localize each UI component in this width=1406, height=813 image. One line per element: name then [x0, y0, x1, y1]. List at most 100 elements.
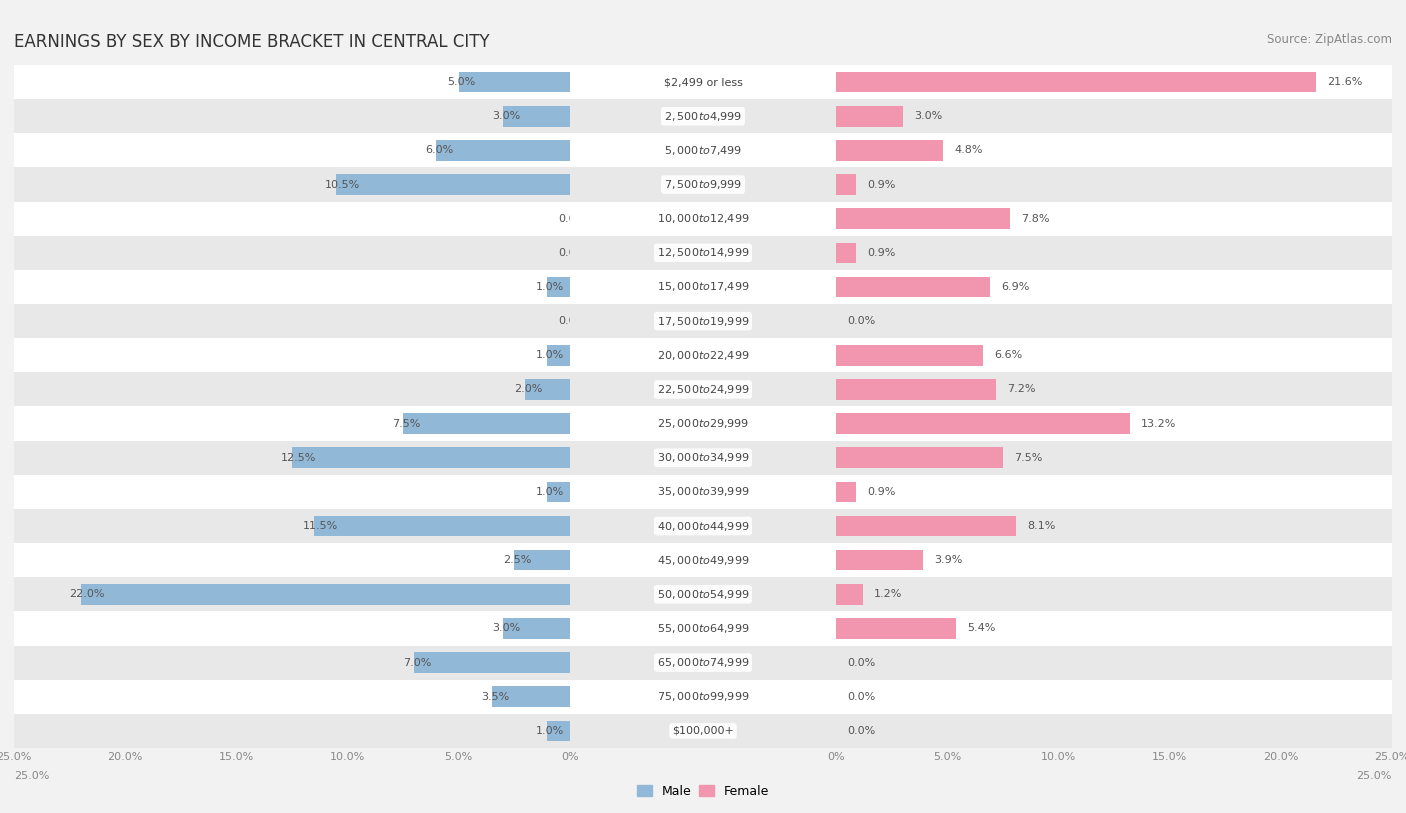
Bar	[0, 543, 1406, 577]
Bar	[547, 720, 569, 741]
Bar	[503, 106, 569, 127]
Bar	[0, 304, 1406, 338]
Bar	[0, 167, 1406, 202]
Text: 7.2%: 7.2%	[1008, 385, 1036, 394]
Text: 11.5%: 11.5%	[302, 521, 339, 531]
Text: 13.2%: 13.2%	[1140, 419, 1177, 428]
Bar	[0, 406, 1406, 441]
Text: 0.9%: 0.9%	[868, 248, 896, 258]
Bar	[80, 584, 569, 605]
Text: 5.0%: 5.0%	[447, 77, 475, 87]
Bar	[415, 652, 569, 673]
Bar	[837, 140, 943, 161]
Text: $35,000 to $39,999: $35,000 to $39,999	[657, 485, 749, 498]
Text: $2,500 to $4,999: $2,500 to $4,999	[664, 110, 742, 123]
Text: 12.5%: 12.5%	[281, 453, 316, 463]
Bar	[0, 611, 1406, 646]
Bar	[0, 680, 1406, 714]
Text: 2.5%: 2.5%	[503, 555, 531, 565]
Text: 7.5%: 7.5%	[392, 419, 420, 428]
Bar	[0, 65, 1406, 99]
Bar	[0, 509, 1406, 543]
Bar	[0, 202, 1406, 236]
Text: $7,500 to $9,999: $7,500 to $9,999	[664, 178, 742, 191]
Bar	[0, 441, 1406, 475]
Text: $75,000 to $99,999: $75,000 to $99,999	[657, 690, 749, 703]
Text: $25,000 to $29,999: $25,000 to $29,999	[657, 417, 749, 430]
Text: 25.0%: 25.0%	[14, 772, 49, 781]
Text: $65,000 to $74,999: $65,000 to $74,999	[657, 656, 749, 669]
Text: $45,000 to $49,999: $45,000 to $49,999	[657, 554, 749, 567]
Text: $30,000 to $34,999: $30,000 to $34,999	[657, 451, 749, 464]
Bar	[0, 133, 1406, 167]
Bar	[0, 714, 1406, 748]
Bar	[404, 413, 569, 434]
Text: 0.0%: 0.0%	[848, 692, 876, 702]
Bar	[837, 618, 956, 639]
Text: 1.0%: 1.0%	[536, 726, 565, 736]
Bar	[0, 475, 1406, 509]
Text: 6.9%: 6.9%	[1001, 282, 1029, 292]
Bar	[0, 441, 1406, 475]
Bar	[837, 242, 856, 263]
Text: $2,499 or less: $2,499 or less	[664, 77, 742, 87]
Text: 0.0%: 0.0%	[848, 726, 876, 736]
Text: $12,500 to $14,999: $12,500 to $14,999	[657, 246, 749, 259]
Bar	[0, 543, 1406, 577]
Bar	[837, 174, 856, 195]
Text: $17,500 to $19,999: $17,500 to $19,999	[657, 315, 749, 328]
Bar	[0, 236, 1406, 270]
Bar	[0, 406, 1406, 441]
Bar	[0, 543, 1406, 577]
Bar	[0, 99, 1406, 133]
Text: 3.5%: 3.5%	[481, 692, 509, 702]
Bar	[837, 550, 922, 571]
Bar	[0, 65, 1406, 99]
Bar	[0, 304, 1406, 338]
Bar	[547, 276, 569, 298]
Bar	[0, 167, 1406, 202]
Text: 0.0%: 0.0%	[848, 316, 876, 326]
Text: $10,000 to $12,499: $10,000 to $12,499	[657, 212, 749, 225]
Bar	[0, 270, 1406, 304]
Text: $100,000+: $100,000+	[672, 726, 734, 736]
Bar	[0, 611, 1406, 646]
Text: 2.0%: 2.0%	[515, 385, 543, 394]
Legend: Male, Female: Male, Female	[631, 780, 775, 802]
Bar	[0, 133, 1406, 167]
Bar	[0, 646, 1406, 680]
Text: 7.5%: 7.5%	[1014, 453, 1042, 463]
Bar	[0, 99, 1406, 133]
Bar	[0, 646, 1406, 680]
Text: 1.2%: 1.2%	[875, 589, 903, 599]
Bar	[336, 174, 569, 195]
Bar	[0, 577, 1406, 611]
Text: 0.0%: 0.0%	[558, 248, 586, 258]
Text: 7.0%: 7.0%	[404, 658, 432, 667]
Bar	[292, 447, 569, 468]
Text: 7.8%: 7.8%	[1021, 214, 1049, 224]
Bar	[0, 646, 1406, 680]
Text: 0.0%: 0.0%	[558, 316, 586, 326]
Bar	[837, 515, 1017, 537]
Bar	[0, 577, 1406, 611]
Text: $22,500 to $24,999: $22,500 to $24,999	[657, 383, 749, 396]
Bar	[0, 372, 1406, 406]
Text: 0.0%: 0.0%	[558, 214, 586, 224]
Bar	[837, 72, 1316, 93]
Bar	[0, 372, 1406, 406]
Bar	[0, 475, 1406, 509]
Bar	[458, 72, 569, 93]
Text: 0.9%: 0.9%	[868, 487, 896, 497]
Text: $15,000 to $17,499: $15,000 to $17,499	[657, 280, 749, 293]
Bar	[0, 99, 1406, 133]
Bar	[314, 515, 569, 537]
Text: 6.0%: 6.0%	[425, 146, 454, 155]
Text: 25.0%: 25.0%	[1357, 772, 1392, 781]
Bar	[0, 338, 1406, 372]
Text: 1.0%: 1.0%	[536, 282, 565, 292]
Bar	[0, 236, 1406, 270]
Text: 4.8%: 4.8%	[955, 146, 983, 155]
Text: 3.0%: 3.0%	[492, 624, 520, 633]
Bar	[436, 140, 569, 161]
